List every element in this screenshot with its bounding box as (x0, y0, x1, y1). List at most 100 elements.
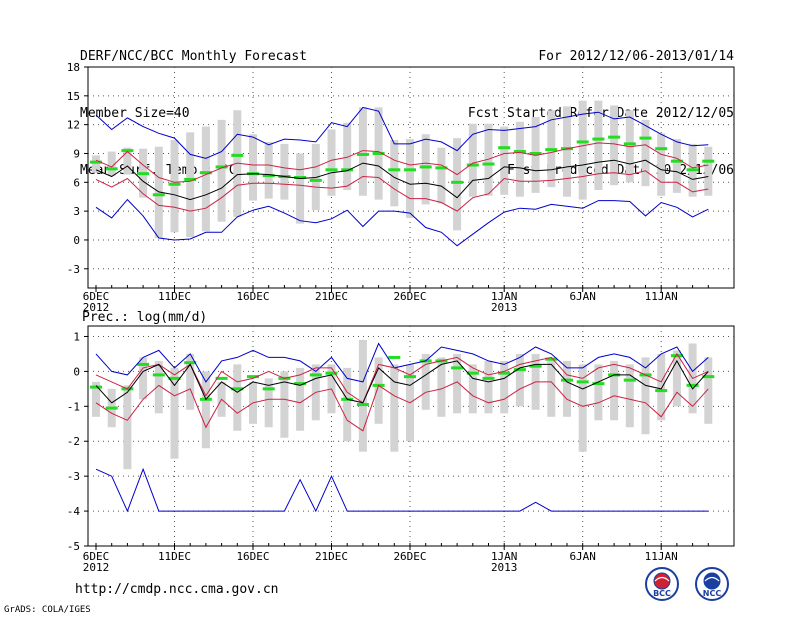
ensemble-box (92, 381, 100, 417)
ensemble-box (296, 153, 305, 224)
logo-label: BCC (653, 589, 671, 598)
ensemble-box (374, 357, 383, 424)
y-tick-label: 15 (67, 90, 80, 103)
median-marker (247, 375, 259, 379)
ensemble-box (264, 141, 273, 199)
x-tick-label: 6DEC (83, 290, 110, 303)
ensemble-box (186, 353, 195, 410)
ensemble-box (343, 122, 352, 190)
x-tick-label: 6DEC (83, 550, 110, 563)
median-marker (184, 177, 197, 181)
median-marker (168, 376, 181, 380)
ensemble-box (327, 129, 336, 196)
y-tick-label: -5 (67, 540, 80, 553)
ensemble-box (515, 121, 524, 197)
median-marker (294, 176, 307, 179)
ensemble-box (641, 357, 650, 435)
ensemble-box (154, 360, 163, 414)
median-marker (451, 366, 464, 370)
median-marker (231, 153, 244, 157)
median-marker (623, 378, 636, 382)
logo-globe (703, 572, 721, 590)
median-marker (561, 378, 573, 382)
x-tick-year: 2013 (491, 301, 518, 314)
median-marker (262, 174, 275, 178)
series-line-lower (95, 170, 709, 212)
median-marker (388, 168, 401, 172)
logo-arc (654, 576, 670, 582)
plot-frame (87, 66, 735, 289)
median-marker (121, 149, 134, 153)
ensemble-box (201, 371, 210, 449)
median-marker (231, 387, 244, 391)
series-line-min (95, 467, 709, 513)
ensemble-box (343, 367, 352, 442)
x-tick-label: 16DEC (236, 290, 269, 303)
ensemble-box (421, 353, 430, 410)
ensemble-box (484, 360, 493, 414)
logo-globe (653, 572, 671, 590)
ensemble-box (264, 378, 273, 428)
ensemble-box (704, 357, 713, 424)
median-marker (435, 166, 448, 170)
ensemble-box (468, 364, 477, 414)
median-marker (152, 373, 165, 377)
median-marker (545, 148, 558, 152)
median-marker (388, 355, 401, 359)
ensemble-box (704, 146, 713, 196)
median-marker (356, 152, 369, 156)
median-marker (482, 376, 495, 380)
ensemble-box (280, 143, 289, 200)
x-tick-label: 11DEC (158, 290, 191, 303)
median-marker (655, 389, 668, 393)
ensemble-box (672, 350, 681, 407)
ensemble-box (390, 140, 399, 207)
ensemble-box (610, 105, 619, 186)
series-line-max (95, 106, 709, 159)
median-marker (262, 387, 275, 391)
ensemble-box (280, 371, 289, 438)
logo-arc (704, 576, 720, 582)
y-tick-label: -3 (67, 470, 80, 483)
median-marker (592, 382, 605, 386)
y-tick-label: -3 (67, 263, 80, 276)
ensemble-box (249, 134, 257, 201)
y-tick-label: -1 (67, 400, 80, 413)
median-marker (90, 385, 102, 389)
ensemble-box (358, 107, 367, 196)
x-tick-label: 6JAN (569, 550, 596, 563)
median-marker (419, 165, 432, 169)
ensemble-box (390, 364, 399, 452)
plot-frame (87, 325, 735, 547)
ensemble-box (453, 138, 462, 231)
ensemble-box (500, 360, 509, 414)
x-tick-label: 16DEC (236, 550, 269, 563)
median-marker (686, 383, 699, 387)
series-line-mean (95, 159, 709, 201)
ensemble-box (170, 140, 179, 233)
ensemble-box (92, 155, 100, 173)
precip-panel-title: Prec.: log(mm/d) (82, 310, 207, 325)
x-tick-year: 2012 (83, 561, 110, 574)
x-tick-label: 6JAN (569, 290, 596, 303)
median-marker (309, 373, 322, 377)
series-line-lower (95, 381, 709, 432)
source-url[interactable]: http://cmdp.ncc.cma.gov.cn (75, 582, 279, 597)
median-marker (686, 168, 699, 172)
median-marker (215, 376, 228, 380)
x-tick-label: 1JAN (491, 290, 518, 303)
median-marker (168, 182, 181, 186)
ensemble-box (139, 357, 148, 400)
median-marker (404, 168, 416, 172)
series-line-max (95, 342, 709, 383)
median-marker (325, 371, 338, 375)
ensemble-box (437, 147, 446, 204)
ensemble-box (563, 360, 571, 417)
median-marker (623, 142, 636, 146)
median-marker (341, 168, 354, 172)
ensemble-box (170, 367, 179, 459)
median-marker (294, 382, 307, 386)
ensemble-box (484, 123, 493, 196)
